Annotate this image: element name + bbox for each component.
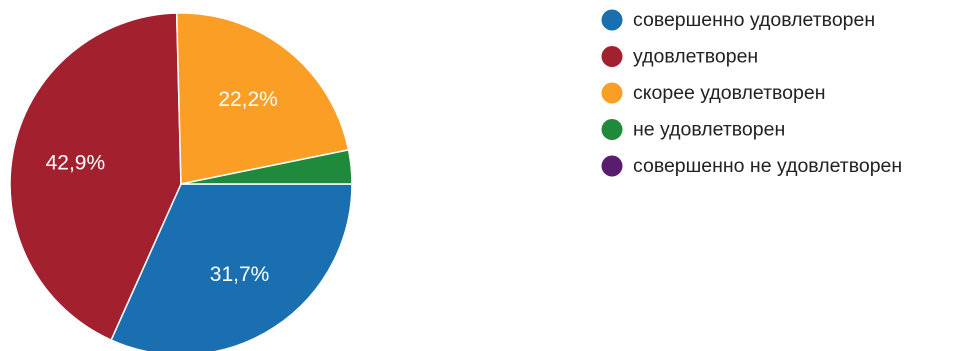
- legend-label-1: совершенно удовлетворен: [633, 9, 875, 31]
- legend-label-3: скорее удовлетворен: [633, 82, 826, 104]
- legend-label-4: не удовлетворен: [633, 119, 785, 141]
- legend-marker-2: [601, 46, 623, 67]
- pie-slice-1: [110, 183, 353, 351]
- legend-marker-3: [601, 82, 623, 104]
- legend-marker-1: [601, 9, 623, 31]
- chart-legend: совершенно удовлетворен удовлетворен скоре…: [601, 9, 902, 177]
- legend-label-5: совершенно не удовлетворен: [633, 155, 902, 177]
- pie-slice-4: [180, 148, 353, 185]
- slice-label-3: 22,2%: [218, 88, 278, 111]
- pie-slice-labels: 31,7% 42,9% 22,2%: [46, 88, 278, 286]
- slice-label-2: 42,9%: [46, 151, 106, 174]
- pie-slices: [9, 12, 353, 351]
- pie-slice-2: [9, 12, 182, 342]
- legend-marker-5: [601, 155, 623, 177]
- legend-label-2: удовлетворен: [633, 46, 758, 68]
- pie-slice-3: [175, 12, 350, 185]
- legend-marker-4: [601, 119, 623, 140]
- slice-label-1: 31,7%: [210, 263, 270, 286]
